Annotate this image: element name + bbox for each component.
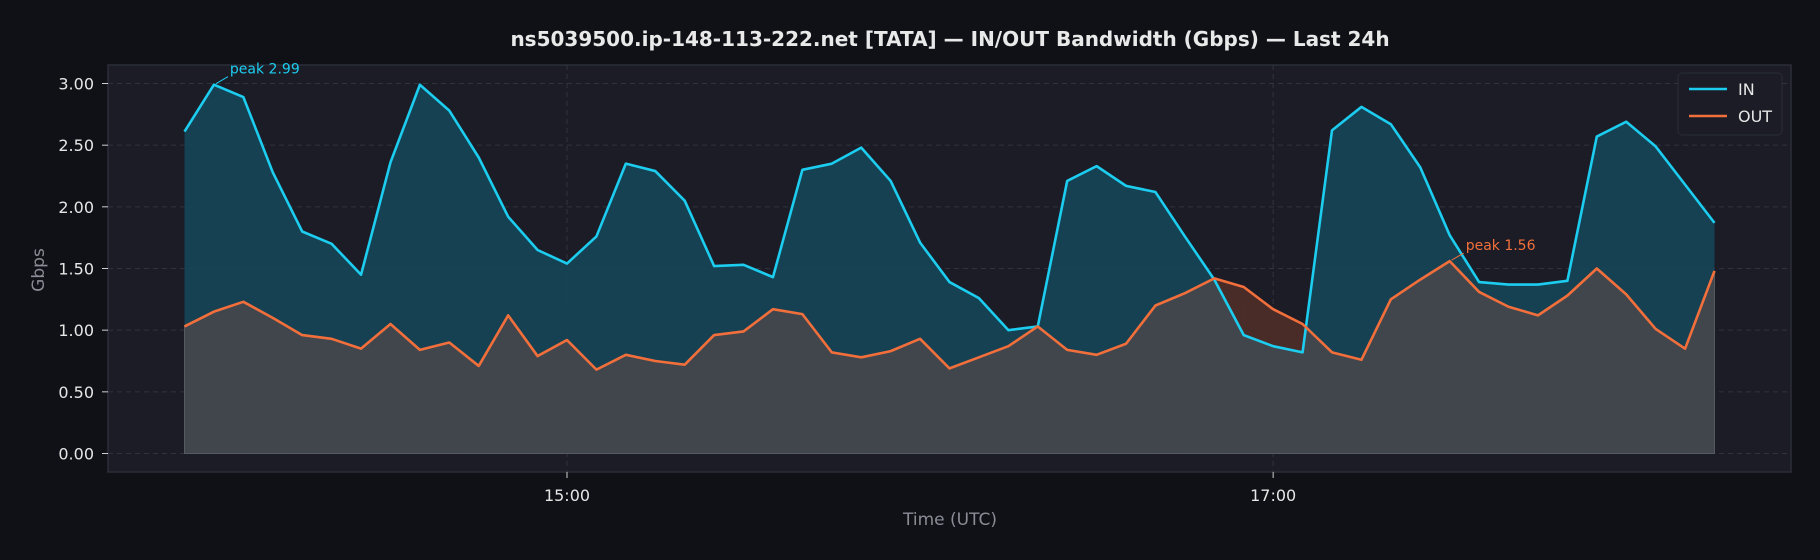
legend-in-label: IN	[1738, 80, 1755, 99]
y-axis-label: Gbps	[29, 248, 49, 292]
x-tick-label: 17:00	[1250, 486, 1296, 505]
peak-annotation-label: peak 1.56	[1466, 238, 1536, 254]
y-tick-label: 1.00	[58, 321, 94, 340]
out-over-in-fill	[1243, 287, 1274, 347]
y-axis-ticks: 0.00 0.50 1.00 1.50 2.00 2.50 3.00	[58, 75, 108, 464]
annotation-leader	[215, 76, 229, 85]
x-axis-ticks: 15:00 17:00	[544, 472, 1296, 505]
y-tick-label: 2.50	[58, 136, 94, 155]
y-tick-label: 2.00	[58, 198, 94, 217]
y-tick-label: 3.00	[58, 75, 94, 94]
y-tick-label: 0.00	[58, 445, 94, 464]
annotation-leader	[1451, 252, 1464, 261]
peak-annotation-label: peak 2.99	[230, 62, 300, 78]
series-lines	[183, 83, 1716, 371]
y-tick-label: 1.50	[58, 260, 94, 279]
peak-annotations: peak 2.99 peak 1.56	[215, 62, 1536, 261]
x-axis-label: Time (UTC)	[902, 510, 997, 530]
out-series-line	[183, 259, 1716, 371]
chart-title: ns5039500.ip-148-113-222.net [TATA] — IN…	[510, 27, 1389, 51]
in-series-line	[183, 83, 1716, 354]
out-over-in-fill	[1273, 309, 1303, 353]
legend: IN OUT	[1677, 72, 1783, 136]
x-tick-label: 15:00	[544, 486, 590, 505]
y-tick-label: 0.50	[58, 383, 94, 402]
legend-out-label: OUT	[1738, 107, 1772, 126]
